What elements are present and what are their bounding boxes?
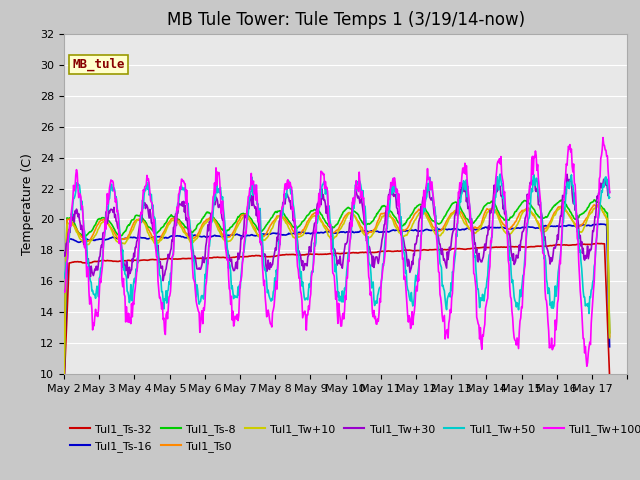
Y-axis label: Temperature (C): Temperature (C) [22, 153, 35, 255]
Title: MB Tule Tower: Tule Temps 1 (3/19/14-now): MB Tule Tower: Tule Temps 1 (3/19/14-now… [166, 11, 525, 29]
Text: MB_tule: MB_tule [72, 58, 125, 71]
Legend: Tul1_Ts-32, Tul1_Ts-16, Tul1_Ts-8, Tul1_Ts0, Tul1_Tw+10, Tul1_Tw+30, Tul1_Tw+50,: Tul1_Ts-32, Tul1_Ts-16, Tul1_Ts-8, Tul1_… [70, 424, 640, 452]
